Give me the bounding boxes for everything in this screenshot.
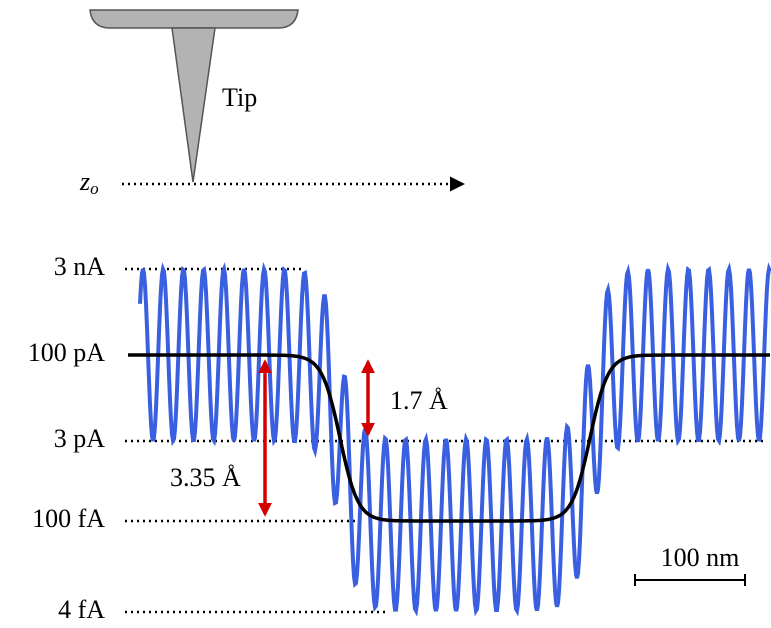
- level-label: 4 fA: [58, 595, 105, 624]
- scale-label: 100 nm: [661, 543, 740, 572]
- tip: [172, 28, 215, 182]
- tip-holder: [90, 10, 298, 28]
- height-label: zo: [79, 167, 99, 198]
- diagram: Tip zo 3 nA 100 pA 3 pA 100 fA 4 fA 1.7 …: [0, 0, 771, 628]
- level-label: 100 pA: [28, 338, 106, 367]
- distance-label: 3.35 Å: [170, 463, 241, 492]
- level-label: 3 pA: [54, 424, 106, 453]
- z-subscript: o: [90, 179, 99, 198]
- tip-label: Tip: [222, 83, 257, 112]
- scale-bar: [635, 574, 745, 586]
- level-label: 3 nA: [54, 252, 106, 281]
- level-label: 100 fA: [32, 504, 105, 533]
- distance-label: 1.7 Å: [390, 386, 448, 415]
- z-symbol: z: [79, 167, 90, 196]
